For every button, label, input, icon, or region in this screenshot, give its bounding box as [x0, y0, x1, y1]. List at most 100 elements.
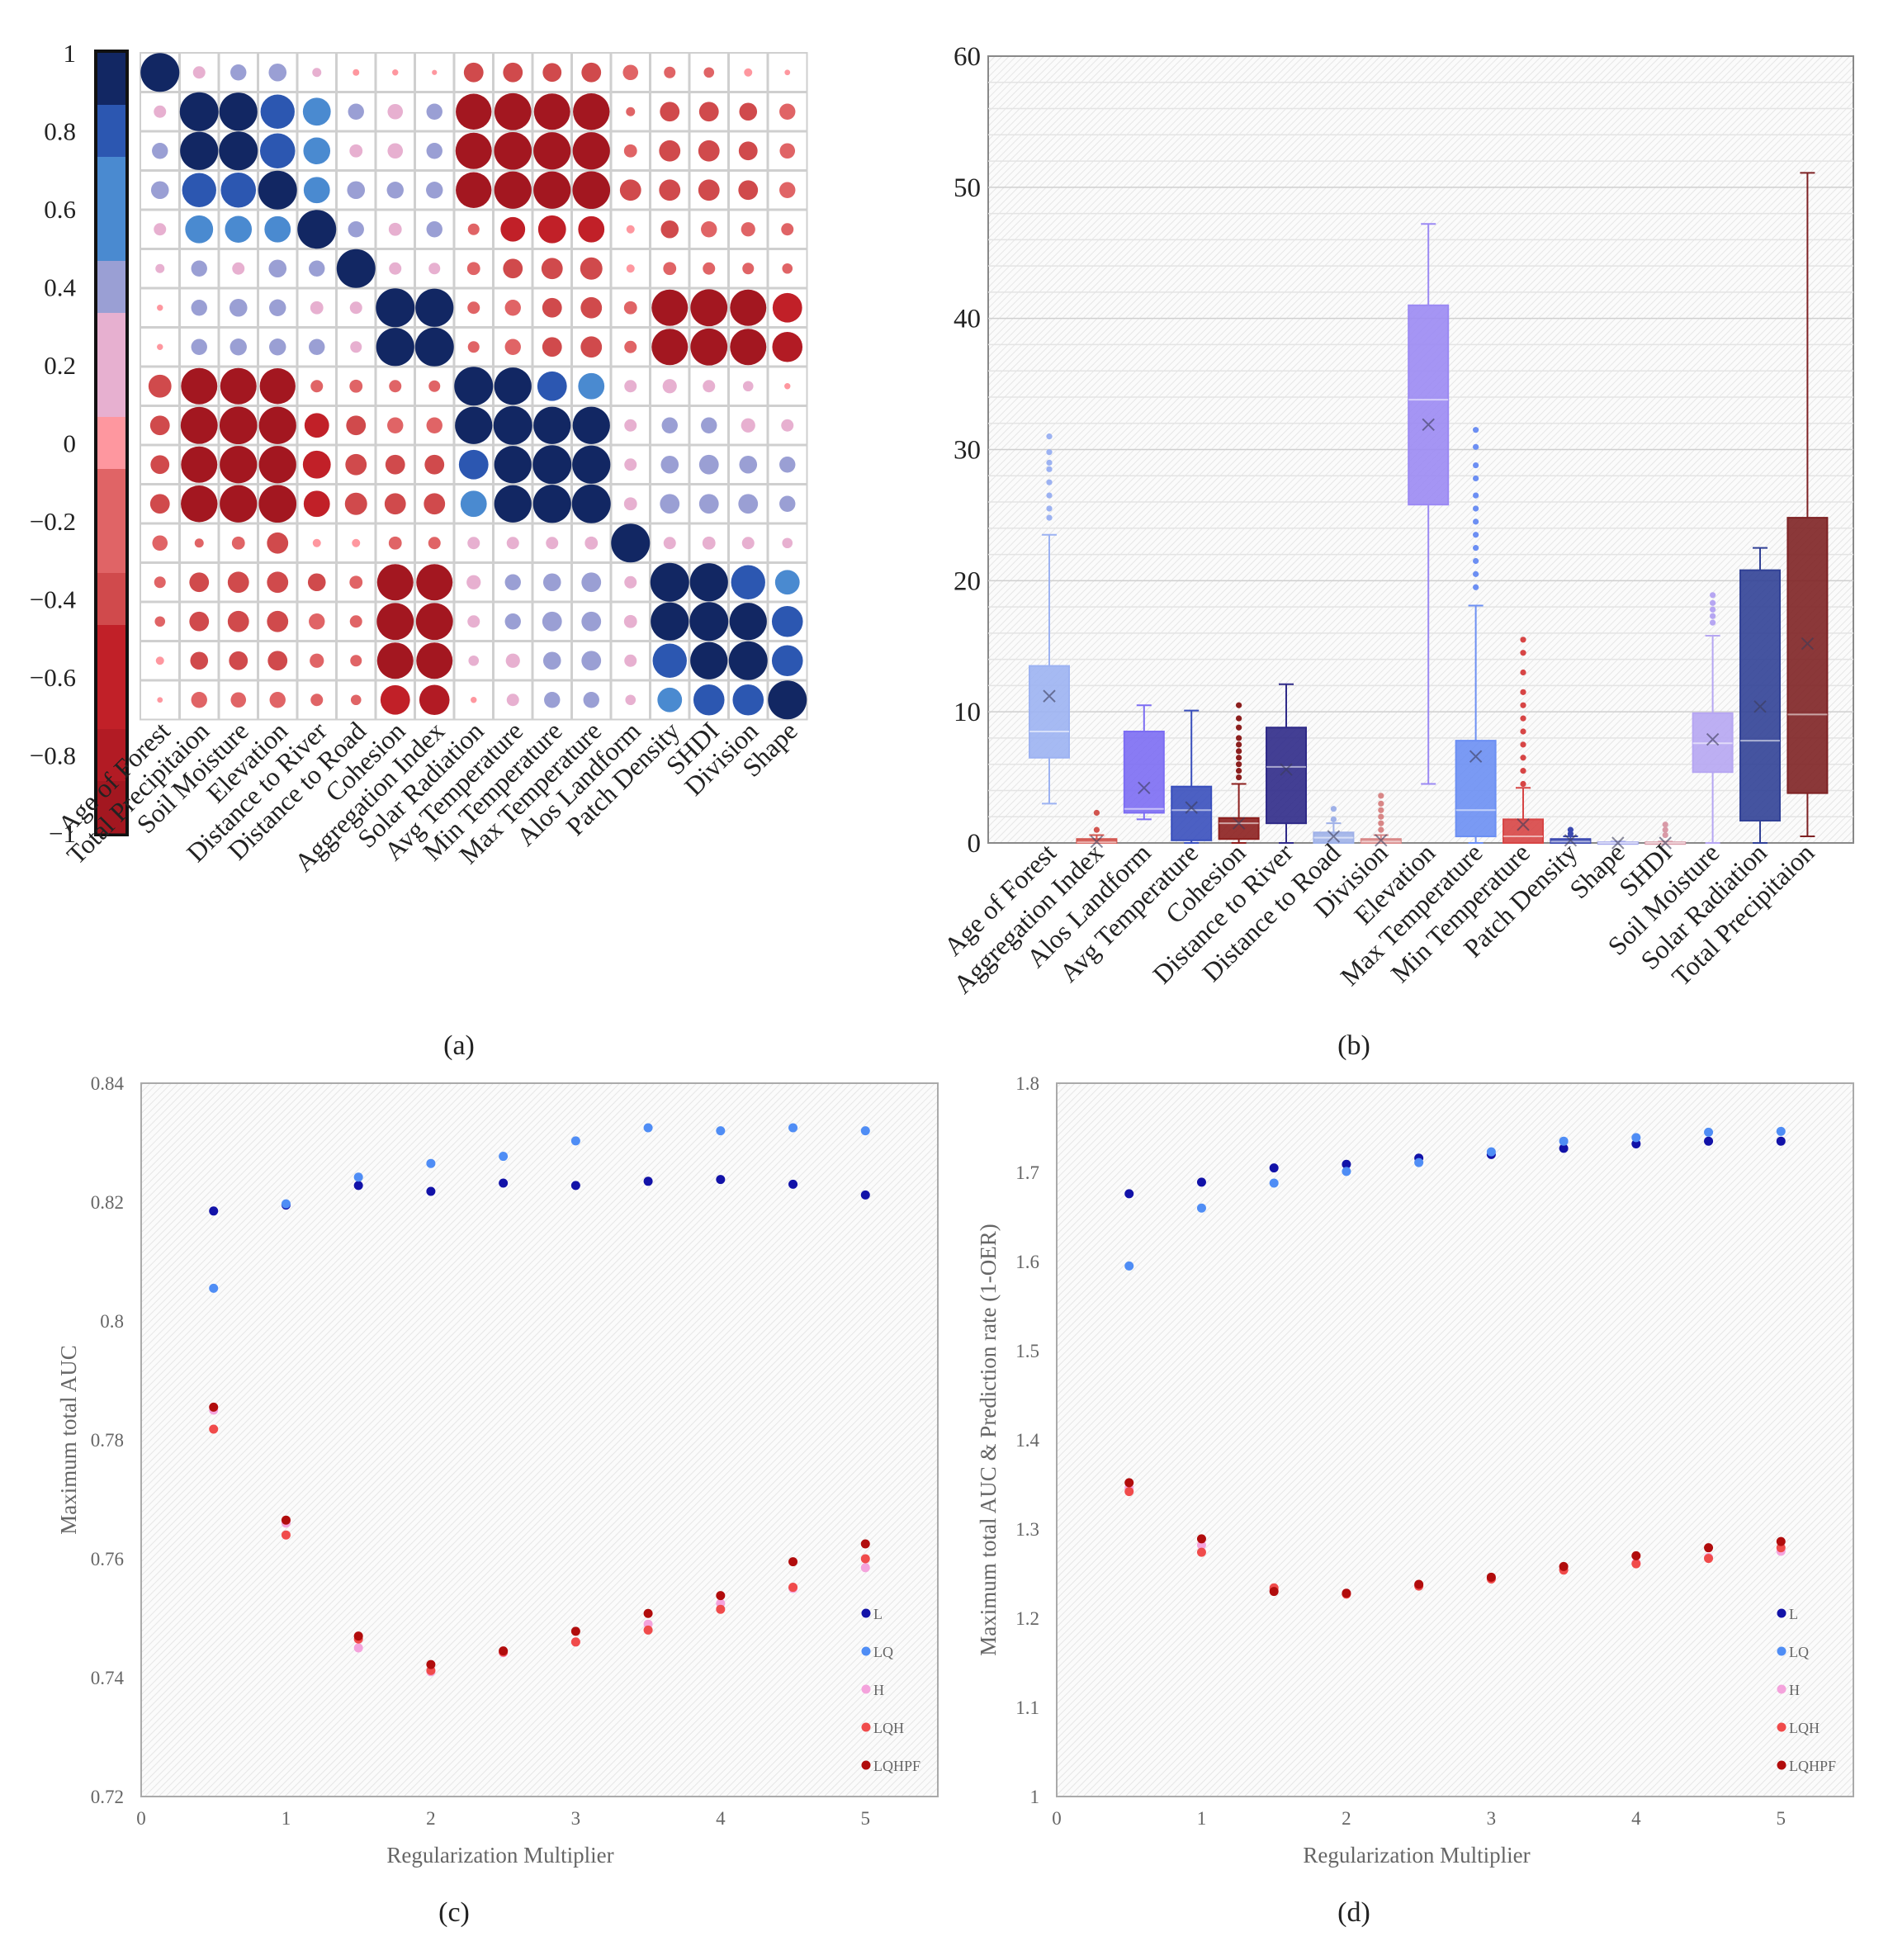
- legend-marker: [1777, 1760, 1787, 1770]
- correlation-circle: [581, 62, 602, 83]
- y-tick-label: 40: [954, 305, 981, 334]
- correlation-circle: [154, 576, 166, 589]
- outlier-point: [1473, 505, 1479, 512]
- outlier-point: [1236, 768, 1242, 774]
- outlier-point: [1520, 637, 1526, 643]
- data-point: [1776, 1136, 1786, 1146]
- correlation-circle: [458, 449, 489, 480]
- correlation-circle: [225, 215, 253, 244]
- mean-marker: [1469, 750, 1483, 763]
- y-tick-label: 0.72: [91, 1787, 124, 1807]
- mean-marker: [1327, 830, 1341, 843]
- correlation-circle: [463, 62, 484, 83]
- correlation-circle: [573, 93, 610, 130]
- correlation-circle: [297, 210, 337, 249]
- box-9: [1455, 427, 1497, 844]
- data-point: [209, 1424, 219, 1434]
- y-tick-label: 1.3: [1015, 1519, 1039, 1540]
- outlier-point: [1473, 475, 1479, 482]
- x-tick-label: 2: [1342, 1808, 1351, 1829]
- correlation-circle: [768, 680, 807, 720]
- legend-label: LQHPF: [873, 1758, 920, 1774]
- data-point: [281, 1515, 291, 1525]
- correlation-circle: [664, 66, 676, 78]
- correlation-circle: [698, 454, 719, 475]
- correlation-circle: [349, 301, 362, 315]
- legend-label: H: [1789, 1682, 1800, 1698]
- correlation-circle: [220, 367, 257, 405]
- correlation-circle: [730, 329, 767, 366]
- mean-marker: [1043, 689, 1056, 703]
- correlation-circle: [544, 692, 561, 708]
- correlation-circle: [504, 300, 521, 316]
- outlier-point: [1046, 505, 1053, 512]
- correlation-circle: [456, 172, 492, 208]
- mean-marker: [1185, 801, 1198, 814]
- correlation-circle: [220, 446, 258, 484]
- x-tick-label: 3: [571, 1808, 581, 1829]
- legend-label: L: [873, 1606, 883, 1622]
- legend-marker: [861, 1760, 871, 1770]
- correlation-circle: [771, 645, 803, 677]
- data-point: [643, 1625, 653, 1635]
- data-point: [499, 1646, 509, 1656]
- correlation-circle: [426, 417, 442, 433]
- correlation-circle: [157, 343, 163, 350]
- outlier-point: [1520, 650, 1526, 656]
- data-point: [788, 1557, 798, 1567]
- correlation-circle: [426, 143, 442, 159]
- correlation-circle: [380, 684, 410, 715]
- correlation-circle: [660, 220, 679, 239]
- colorbar-segment: [97, 261, 125, 314]
- outlier-point: [1473, 557, 1479, 565]
- outlier-point: [1473, 518, 1479, 525]
- correlation-circle: [415, 603, 453, 641]
- correlation-circle: [309, 339, 325, 355]
- data-point: [1559, 1136, 1569, 1146]
- data-point: [1269, 1163, 1279, 1173]
- correlation-circle: [269, 339, 286, 356]
- colorbar-tick: −0.8: [30, 741, 76, 770]
- correlation-circle: [467, 223, 480, 235]
- data-point: [1559, 1561, 1569, 1571]
- correlation-circle: [269, 692, 286, 708]
- correlation-circle: [500, 216, 526, 242]
- panel-a-correlation-matrix: 1 0.8 0.6 0.4 0.2 0 −0.2 −0.4 −0.6 −0.8 −1 Age of …: [30, 39, 808, 1061]
- outlier-point: [1046, 466, 1053, 472]
- data-point: [716, 1175, 726, 1185]
- y-axis-label-c: Maximum total AUC: [56, 1345, 81, 1535]
- colorbar-tick: 0.2: [44, 351, 76, 380]
- correlation-circle: [258, 446, 296, 484]
- plot-area-c: [140, 1082, 939, 1797]
- correlation-circle: [220, 485, 258, 523]
- colorbar-segment: [97, 781, 125, 834]
- box-4: [1218, 702, 1260, 844]
- correlation-circle: [624, 458, 637, 471]
- correlation-circle: [349, 144, 363, 158]
- outlier-point: [1236, 761, 1242, 768]
- correlation-circle: [467, 341, 480, 353]
- correlation-circle: [150, 455, 170, 475]
- correlation-circle: [350, 341, 362, 353]
- correlation-circle: [731, 565, 765, 599]
- data-point: [716, 1591, 726, 1601]
- legend-marker: [1777, 1722, 1787, 1732]
- correlation-circle: [155, 656, 164, 665]
- outlier-point: [1662, 831, 1668, 839]
- correlation-circle: [303, 490, 330, 518]
- data-point: [1486, 1572, 1496, 1582]
- correlation-circle: [347, 181, 366, 200]
- correlation-circle: [310, 653, 324, 668]
- legend-label: H: [873, 1682, 884, 1698]
- correlation-circle: [494, 446, 532, 484]
- data-point: [1124, 1189, 1134, 1199]
- correlation-circle: [611, 523, 651, 563]
- correlation-circle: [624, 419, 637, 432]
- correlation-circle: [455, 132, 492, 169]
- data-point: [1776, 1536, 1786, 1546]
- data-point: [353, 1643, 363, 1653]
- correlation-circle: [738, 494, 759, 514]
- correlation-circle: [739, 455, 758, 474]
